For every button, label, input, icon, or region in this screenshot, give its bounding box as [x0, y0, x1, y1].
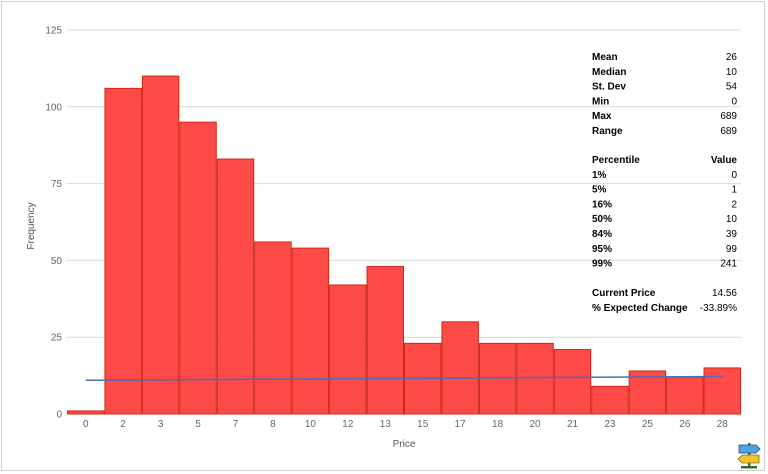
- y-tick-label: 100: [45, 102, 62, 113]
- trend-line: [85, 375, 723, 381]
- stat-label: 99%: [592, 259, 612, 270]
- x-tick-label: 5: [195, 419, 201, 430]
- x-tick-label: 12: [342, 419, 354, 430]
- stat-label: Median: [592, 67, 626, 78]
- y-tick-label: 0: [56, 410, 62, 421]
- signpost-logo-icon: [737, 443, 761, 469]
- bar: [291, 247, 330, 415]
- stat-value: 10: [726, 67, 738, 78]
- stat-label: 50%: [592, 214, 612, 225]
- y-tick-label: 125: [45, 26, 62, 37]
- x-tick-label: 23: [604, 419, 616, 430]
- x-tick-label: 8: [270, 419, 276, 430]
- x-tick-label: 26: [679, 419, 691, 430]
- x-tick-label: 0: [83, 419, 89, 430]
- bar: [329, 284, 367, 415]
- stat-label: Max: [592, 111, 612, 122]
- x-axis-ticks: 0 2 3 5 7 8 10 12 13 15 17 18 20 21 23 25 26 28: [83, 419, 728, 430]
- bars: [67, 75, 741, 415]
- stat-value: 10: [726, 214, 738, 225]
- bar: [67, 410, 105, 415]
- stat-value: -33.89%: [700, 303, 737, 314]
- stat-label: 84%: [592, 229, 612, 240]
- x-tick-label: 18: [492, 419, 504, 430]
- x-tick-label: 13: [380, 419, 392, 430]
- stat-value: 0: [731, 96, 737, 107]
- bar: [104, 87, 142, 415]
- stat-value: 14.56: [712, 288, 737, 299]
- bar: [366, 266, 404, 415]
- stat-value: 39: [726, 229, 738, 240]
- x-tick-label: 10: [305, 419, 317, 430]
- y-tick-label: 25: [51, 333, 63, 344]
- bar: [591, 385, 629, 415]
- x-tick-label: 28: [717, 419, 729, 430]
- stat-label: Current Price: [592, 288, 656, 299]
- x-tick-label: 3: [158, 419, 164, 430]
- bar: [441, 321, 479, 415]
- stat-value: 99: [726, 244, 738, 255]
- bar: [478, 342, 517, 415]
- bar: [628, 370, 667, 415]
- stat-label: 1%: [592, 170, 607, 181]
- stat-label: St. Dev: [592, 82, 626, 93]
- x-tick-label: 21: [567, 419, 579, 430]
- stat-label: 95%: [592, 244, 612, 255]
- x-tick-label: 15: [417, 419, 429, 430]
- x-tick-label: 25: [642, 419, 654, 430]
- x-tick-label: 2: [120, 419, 126, 430]
- bar: [516, 342, 554, 415]
- stat-value: 0: [731, 170, 737, 181]
- trend-line-path: [85, 375, 723, 381]
- x-tick-label: 17: [455, 419, 467, 430]
- stat-label: 5%: [592, 185, 607, 196]
- bar: [254, 241, 292, 415]
- stat-value: 26: [726, 52, 738, 63]
- x-tick-label: 20: [529, 419, 541, 430]
- stat-label: 16%: [592, 199, 612, 210]
- stat-label: Min: [592, 96, 609, 107]
- y-tick-label: 75: [51, 179, 63, 190]
- bar: [216, 158, 255, 415]
- stat-value: 241: [720, 259, 737, 270]
- y-tick-label: 50: [51, 256, 63, 267]
- stat-value: Value: [711, 155, 738, 166]
- bar: [179, 121, 217, 415]
- x-tick-label: 7: [233, 419, 239, 430]
- stat-label: Range: [592, 126, 623, 137]
- stat-value: 54: [726, 82, 738, 93]
- stat-value: 689: [720, 126, 737, 137]
- bar: [141, 75, 180, 415]
- y-axis-title: Frequency: [26, 202, 37, 249]
- stat-value: 1: [731, 185, 737, 196]
- x-axis-title: Price: [393, 439, 416, 450]
- stat-label: % Expected Change: [592, 303, 688, 314]
- bar: [666, 376, 704, 415]
- bar: [553, 348, 592, 415]
- bar: [703, 367, 741, 415]
- y-axis-ticks: 0 25 50 75 100 125: [45, 26, 62, 421]
- stat-value: 689: [720, 111, 737, 122]
- stat-label: Mean: [592, 52, 618, 63]
- stat-label: Percentile: [592, 155, 640, 166]
- stat-value: 2: [731, 199, 737, 210]
